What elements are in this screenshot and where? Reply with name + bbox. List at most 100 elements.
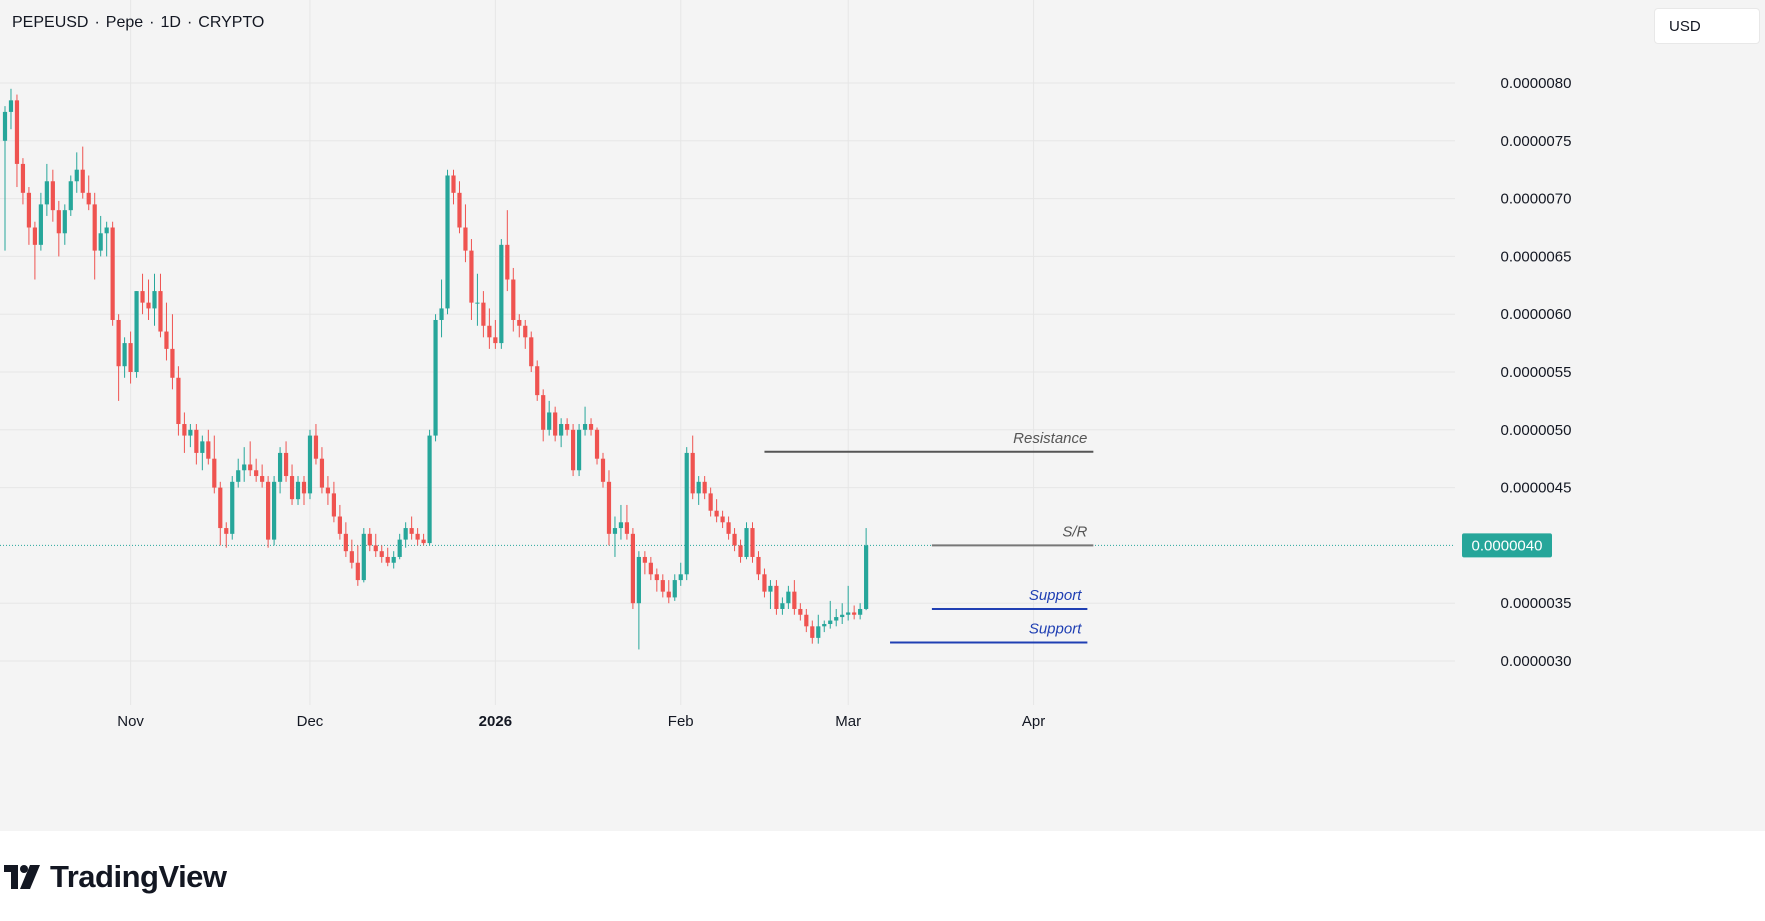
candle-body [164, 331, 169, 349]
candle-body [313, 435, 319, 459]
candle-body [272, 481, 277, 540]
candle-body [439, 308, 444, 320]
chart-area[interactable]: Resistance S/R Support Support 0.0000080 0.00… [0, 0, 1765, 831]
candle-body [780, 603, 785, 609]
y-axis-label: 0.0000055 [1501, 364, 1572, 381]
candle-body [385, 556, 390, 563]
level-label: Resistance [1013, 430, 1087, 447]
candle-body [116, 319, 121, 367]
x-axis-label: Mar [835, 713, 861, 730]
candle-body [762, 574, 767, 592]
candle-body [672, 580, 677, 598]
candle-body [283, 452, 289, 477]
candle-body [158, 291, 163, 332]
candle-body [242, 464, 247, 471]
candle-body [266, 481, 271, 540]
candle-body [236, 470, 241, 482]
candle-body [648, 562, 653, 575]
candle-body [218, 487, 223, 529]
candle-body [32, 227, 37, 245]
candle-body [104, 227, 109, 234]
candle-body [810, 626, 815, 638]
candle-body [523, 325, 528, 338]
candle-body [588, 424, 594, 430]
candle-body [702, 481, 707, 494]
candle-body [726, 522, 731, 534]
x-axis-label: 2026 [479, 713, 512, 730]
candle-body [636, 556, 641, 604]
interval[interactable]: 1D [160, 14, 181, 31]
candle-body [98, 233, 103, 251]
candle-body [487, 325, 492, 338]
candle-body [840, 614, 845, 618]
candle-body [26, 192, 32, 228]
candle-body [666, 591, 671, 598]
candle-body [565, 424, 570, 430]
candle-body [212, 458, 217, 488]
candlestick-chart[interactable]: Resistance S/R Support Support 0.0000080 0.00… [0, 0, 1765, 831]
candle-body [379, 551, 384, 557]
candle-body [499, 244, 504, 344]
candle-body [858, 608, 863, 615]
candle-body [624, 522, 630, 534]
candle-body [529, 337, 534, 367]
candle-body [56, 210, 61, 234]
candle-body [559, 424, 564, 436]
candle-body [744, 528, 749, 557]
x-axis-label: Nov [117, 713, 144, 730]
level-label: Support [1029, 587, 1082, 604]
candle-body [582, 424, 588, 430]
candle-body [194, 429, 199, 453]
candle-body [642, 556, 647, 563]
candle-body [80, 169, 85, 193]
candle-body [864, 545, 869, 609]
candle-body [337, 516, 342, 534]
y-axis-label: 0.0000060 [1501, 306, 1572, 323]
y-axis-label: 0.0000075 [1501, 133, 1572, 150]
candle-body [170, 348, 175, 378]
tradingview-logo[interactable]: TradingView [4, 859, 227, 895]
candle-body [421, 539, 426, 544]
y-axis-label: 0.0000065 [1501, 248, 1572, 265]
candle-body [493, 337, 498, 344]
candle-body [852, 612, 857, 615]
candle-body [140, 291, 145, 303]
candle-body [20, 163, 26, 193]
candle-body [445, 175, 450, 309]
candle-body [630, 533, 635, 604]
y-axis-label: 0.0000080 [1501, 75, 1572, 92]
candle-body [289, 476, 295, 500]
candle-body [433, 319, 438, 436]
candle-body [696, 481, 701, 494]
candle-body [295, 481, 301, 500]
candle-body [8, 100, 14, 112]
candle-body [50, 181, 55, 211]
candle-body [594, 429, 600, 459]
last-price-label: 0.0000040 [1472, 537, 1543, 554]
title-separator: · [149, 14, 155, 31]
candle-body [768, 585, 773, 592]
candle-body [307, 435, 313, 494]
x-axis-label: Feb [668, 713, 694, 730]
candle-body [463, 227, 468, 251]
candle-body [331, 493, 336, 517]
currency-selector[interactable]: USD [1654, 8, 1760, 44]
candle-body [618, 522, 624, 529]
candle-body [355, 562, 360, 581]
candle-body [44, 181, 49, 205]
candle-body [750, 528, 755, 557]
candle-body [391, 556, 396, 563]
candle-body [367, 533, 372, 546]
candle-body [816, 626, 821, 638]
candle-body [260, 476, 265, 482]
candle-body [457, 192, 462, 228]
candle-body [397, 539, 402, 557]
symbol-title: PEPEUSD · Pepe · 1D · CRYPTO [12, 14, 264, 32]
symbol[interactable]: PEPEUSD [12, 14, 89, 31]
candle-body [122, 343, 127, 367]
candle-body [277, 452, 283, 482]
symbol-name: Pepe [105, 14, 144, 31]
candle-body [517, 319, 522, 326]
candle-body [660, 580, 665, 592]
candle-body [690, 452, 695, 494]
